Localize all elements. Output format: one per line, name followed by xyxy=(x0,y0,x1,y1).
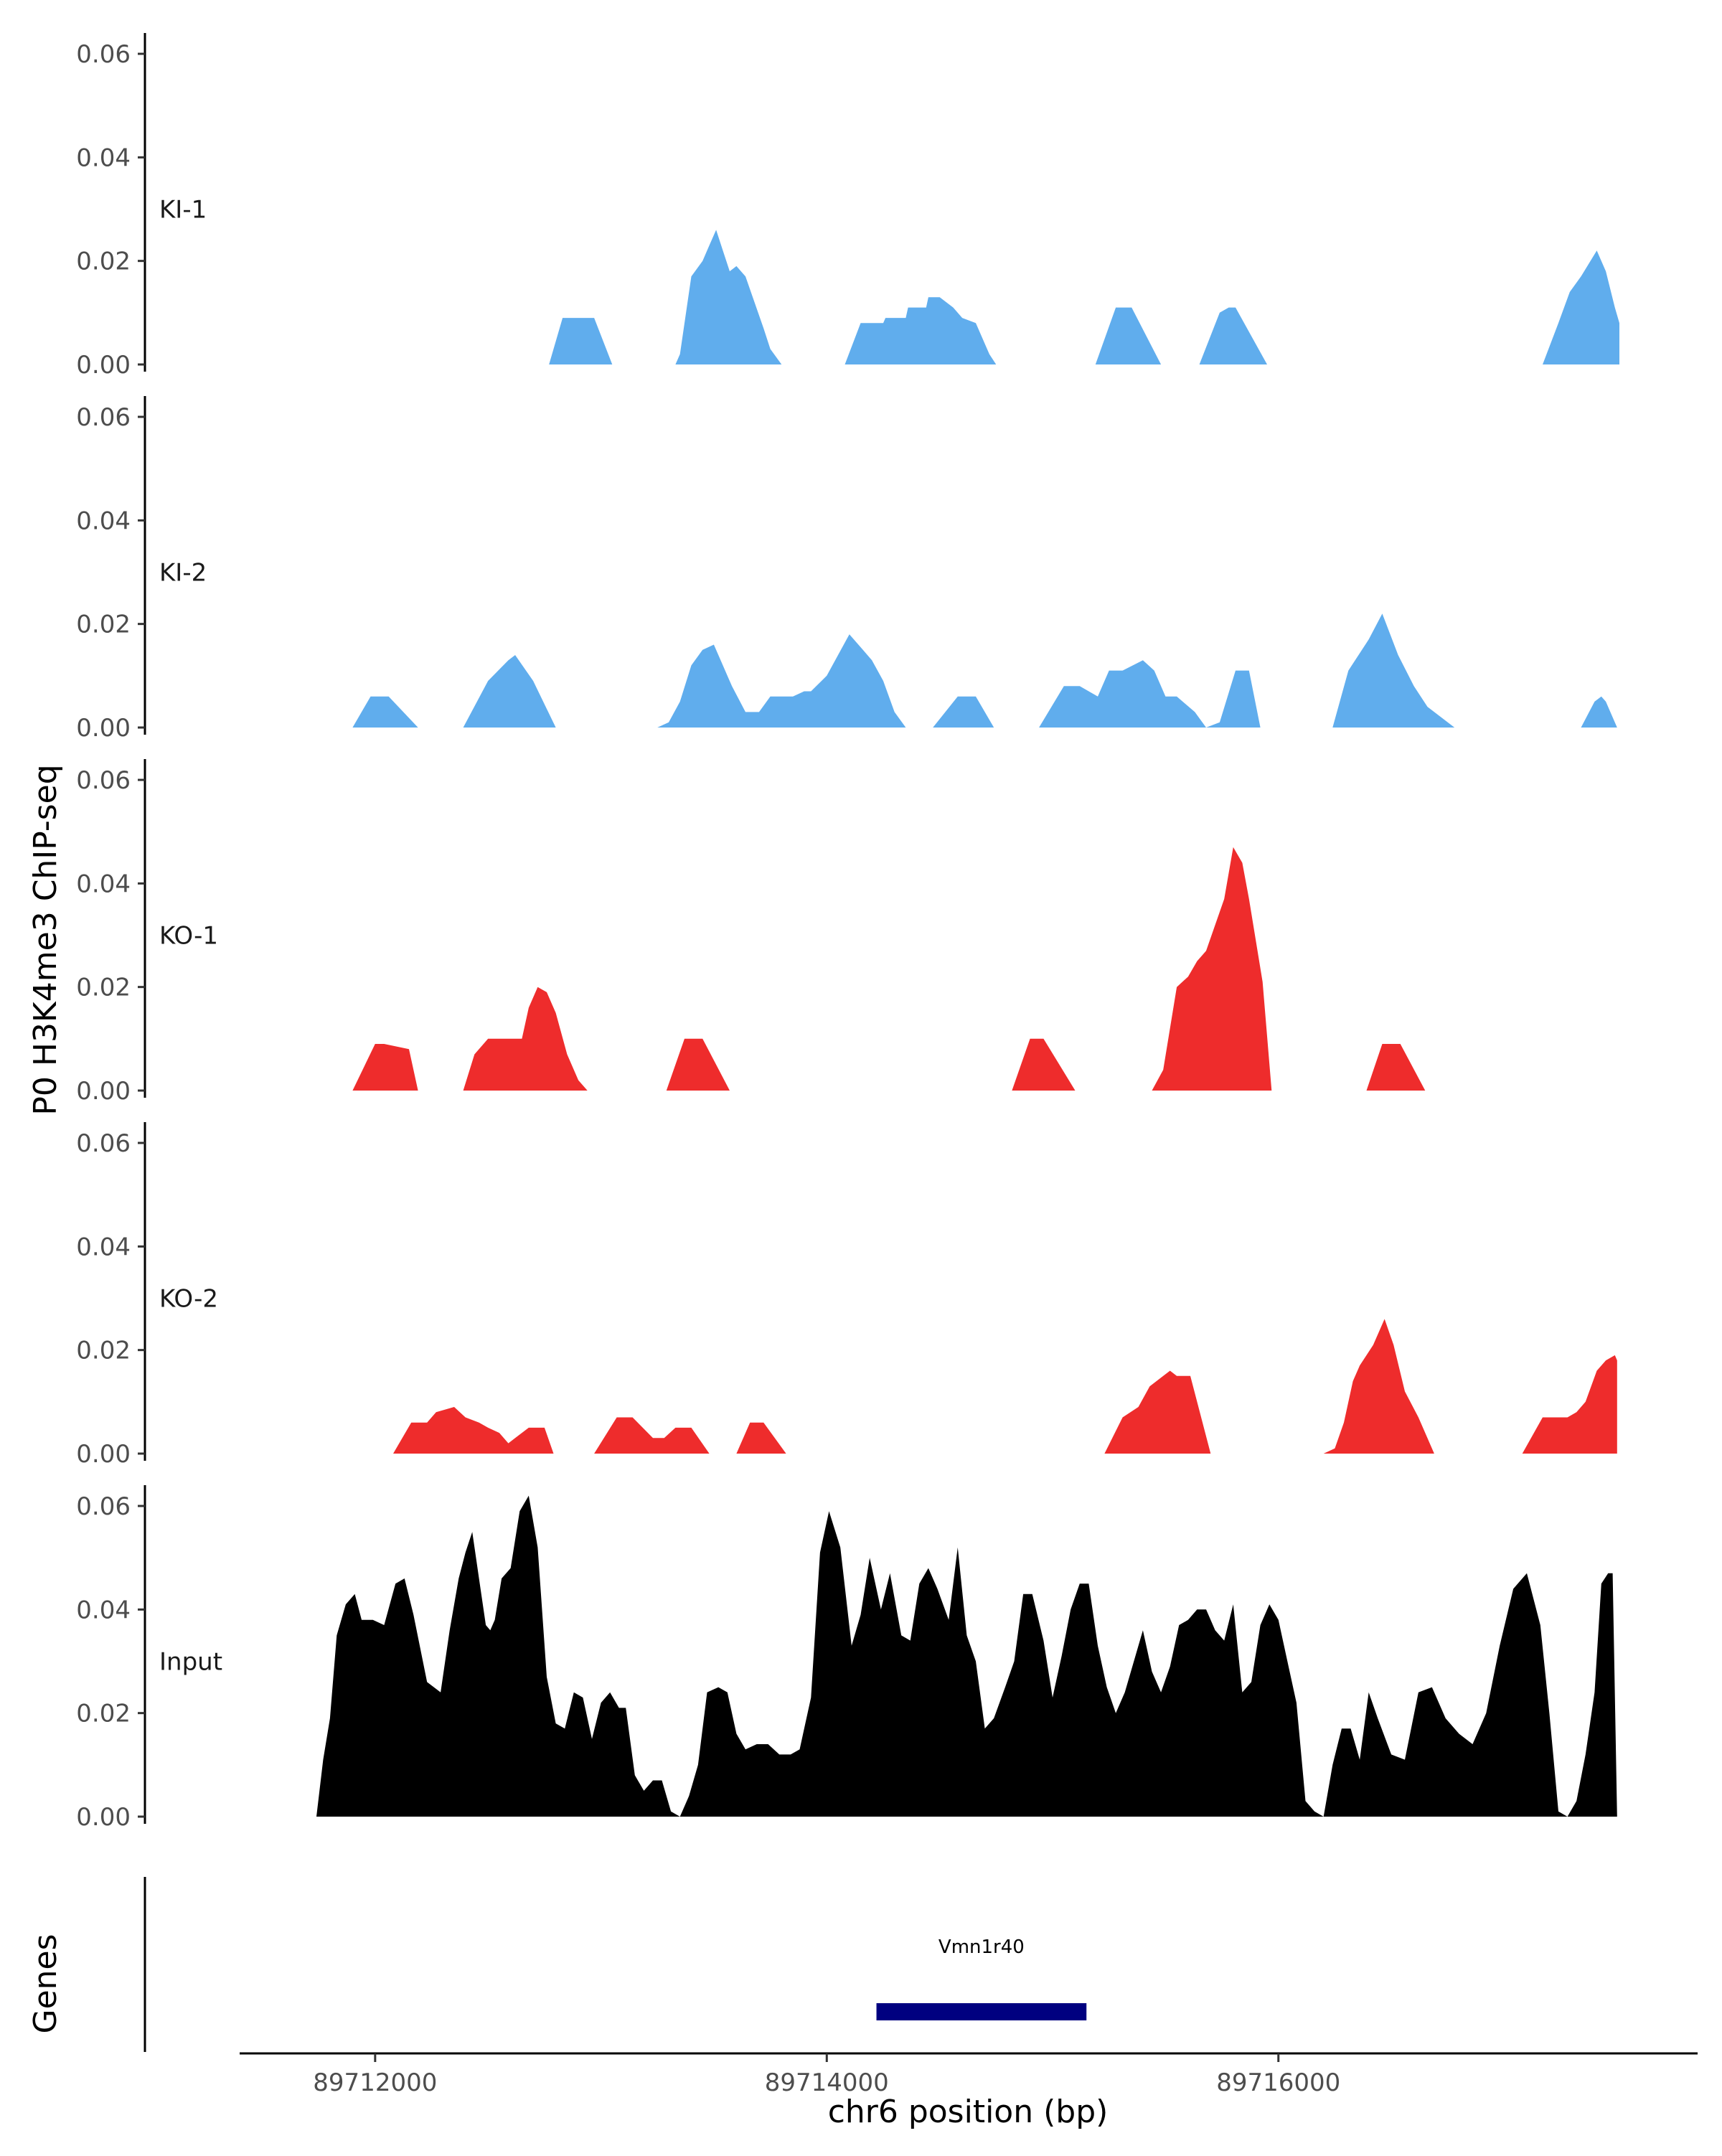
gene-label: Vmn1r40 xyxy=(938,1936,1025,1958)
coverage-area-ko-1 xyxy=(352,847,1426,1091)
gene-strand-arrow xyxy=(921,2005,929,2019)
y-tick-label: 0.04 xyxy=(76,1233,131,1261)
y-tick-label: 0.00 xyxy=(76,1440,131,1469)
track-label-ki-1: KI-1 xyxy=(159,196,207,225)
x-tick-label: 89714000 xyxy=(765,2068,889,2097)
gene-strand-arrow xyxy=(878,2005,886,2019)
genes-layer: Vmn1r40 89712000 89714000 89716000 xyxy=(144,1877,1698,2097)
y-tick-label: 0.00 xyxy=(76,351,131,380)
y-tick-label: 0.06 xyxy=(76,40,131,69)
y-tick-label: 0.04 xyxy=(76,507,131,535)
y-tick-label: 0.06 xyxy=(76,766,131,795)
track-label-ki-2: KI-2 xyxy=(159,559,207,588)
track-panel-input: 0.00 0.02 0.04 0.06 Input xyxy=(76,1485,1619,1832)
gene-strand-arrow xyxy=(964,2005,972,2019)
y-tick-label: 0.06 xyxy=(76,403,131,432)
gene-vmn1r40: Vmn1r40 xyxy=(876,1936,1087,2020)
y-tick-label: 0.02 xyxy=(76,1337,131,1365)
x-tick-label: 89716000 xyxy=(1216,2068,1340,2097)
y-tick-label: 0.06 xyxy=(76,1492,131,1521)
tracks-layer: 0.00 0.02 0.04 0.06 KI-1 0.00 0.02 0.04 0.06 KI-2… xyxy=(76,33,1620,1832)
y-tick-label: 0.04 xyxy=(76,1596,131,1624)
gene-strand-arrow xyxy=(1050,2005,1058,2019)
y-tick-label: 0.06 xyxy=(76,1129,131,1158)
y-tick-label: 0.00 xyxy=(76,1077,131,1106)
track-panel-ko-2: 0.00 0.02 0.04 0.06 KO-2 xyxy=(76,1122,1617,1469)
y-tick-label: 0.04 xyxy=(76,143,131,172)
y-tick-label: 0.02 xyxy=(76,974,131,1002)
coverage-area-input xyxy=(316,1495,1619,1817)
x-tick-label: 89712000 xyxy=(313,2068,437,2097)
coverage-area-ki-1 xyxy=(549,230,1620,364)
track-panel-ki-2: 0.00 0.02 0.04 0.06 KI-2 xyxy=(76,396,1617,743)
coverage-area-ki-2 xyxy=(352,613,1617,728)
gene-strand-arrow xyxy=(1007,2005,1015,2019)
gene-body xyxy=(876,2003,1087,2020)
track-panel-ko-1: 0.00 0.02 0.04 0.06 KO-1 xyxy=(76,759,1426,1106)
y-tick-label: 0.02 xyxy=(76,1700,131,1728)
y-axis-title: P0 H3K4me3 ChIP-seq xyxy=(27,764,64,1115)
coverage-area-ko-2 xyxy=(393,1319,1617,1454)
y-tick-label: 0.00 xyxy=(76,1803,131,1832)
genes-axis-title: Genes xyxy=(27,1934,64,2033)
track-label-ko-2: KO-2 xyxy=(159,1285,218,1314)
y-tick-label: 0.02 xyxy=(76,248,131,276)
track-label-input: Input xyxy=(159,1648,222,1677)
y-tick-label: 0.00 xyxy=(76,714,131,743)
x-axis-title: chr6 position (bp) xyxy=(828,2094,1109,2130)
y-tick-label: 0.02 xyxy=(76,611,131,639)
y-tick-label: 0.04 xyxy=(76,870,131,898)
track-panel-ki-1: 0.00 0.02 0.04 0.06 KI-1 xyxy=(76,33,1620,380)
track-label-ko-1: KO-1 xyxy=(159,922,218,951)
